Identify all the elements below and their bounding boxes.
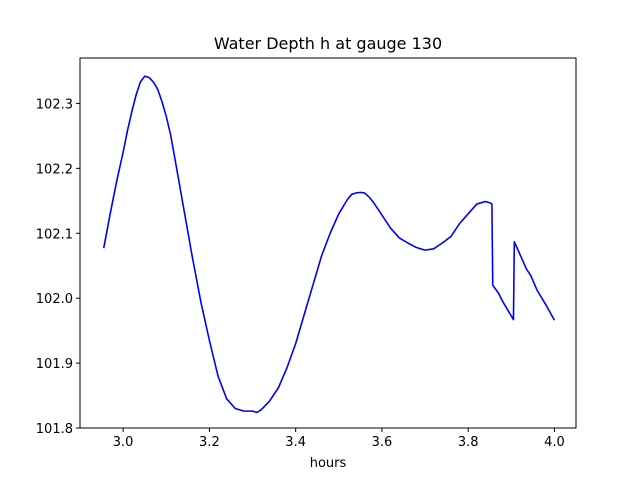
y-tick-label: 101.9 bbox=[36, 357, 73, 372]
plot-area bbox=[80, 58, 576, 428]
x-tick-label: 3.0 bbox=[113, 435, 134, 450]
chart-title: Water Depth h at gauge 130 bbox=[214, 34, 442, 53]
y-tick-label: 102.3 bbox=[36, 97, 73, 112]
y-axis-ticks: 101.8 101.9 102.0 102.1 102.2 102.3 bbox=[36, 97, 80, 437]
x-tick-label: 3.8 bbox=[458, 435, 479, 450]
y-tick-label: 102.0 bbox=[36, 292, 73, 307]
x-tick-label: 3.4 bbox=[285, 435, 306, 450]
series-layer bbox=[102, 75, 556, 414]
plot-frame bbox=[79, 57, 577, 429]
x-tick-label: 3.2 bbox=[199, 435, 220, 450]
x-axis-label: hours bbox=[310, 456, 347, 471]
x-tick-label: 3.6 bbox=[372, 435, 393, 450]
x-axis-ticks: 3.0 3.2 3.4 3.6 3.8 4.0 bbox=[113, 428, 565, 450]
y-tick-label: 102.1 bbox=[36, 227, 73, 242]
y-tick-label: 102.2 bbox=[36, 162, 73, 177]
series-line bbox=[102, 75, 556, 414]
x-tick-label: 4.0 bbox=[544, 435, 565, 450]
y-tick-label: 101.8 bbox=[36, 422, 73, 437]
